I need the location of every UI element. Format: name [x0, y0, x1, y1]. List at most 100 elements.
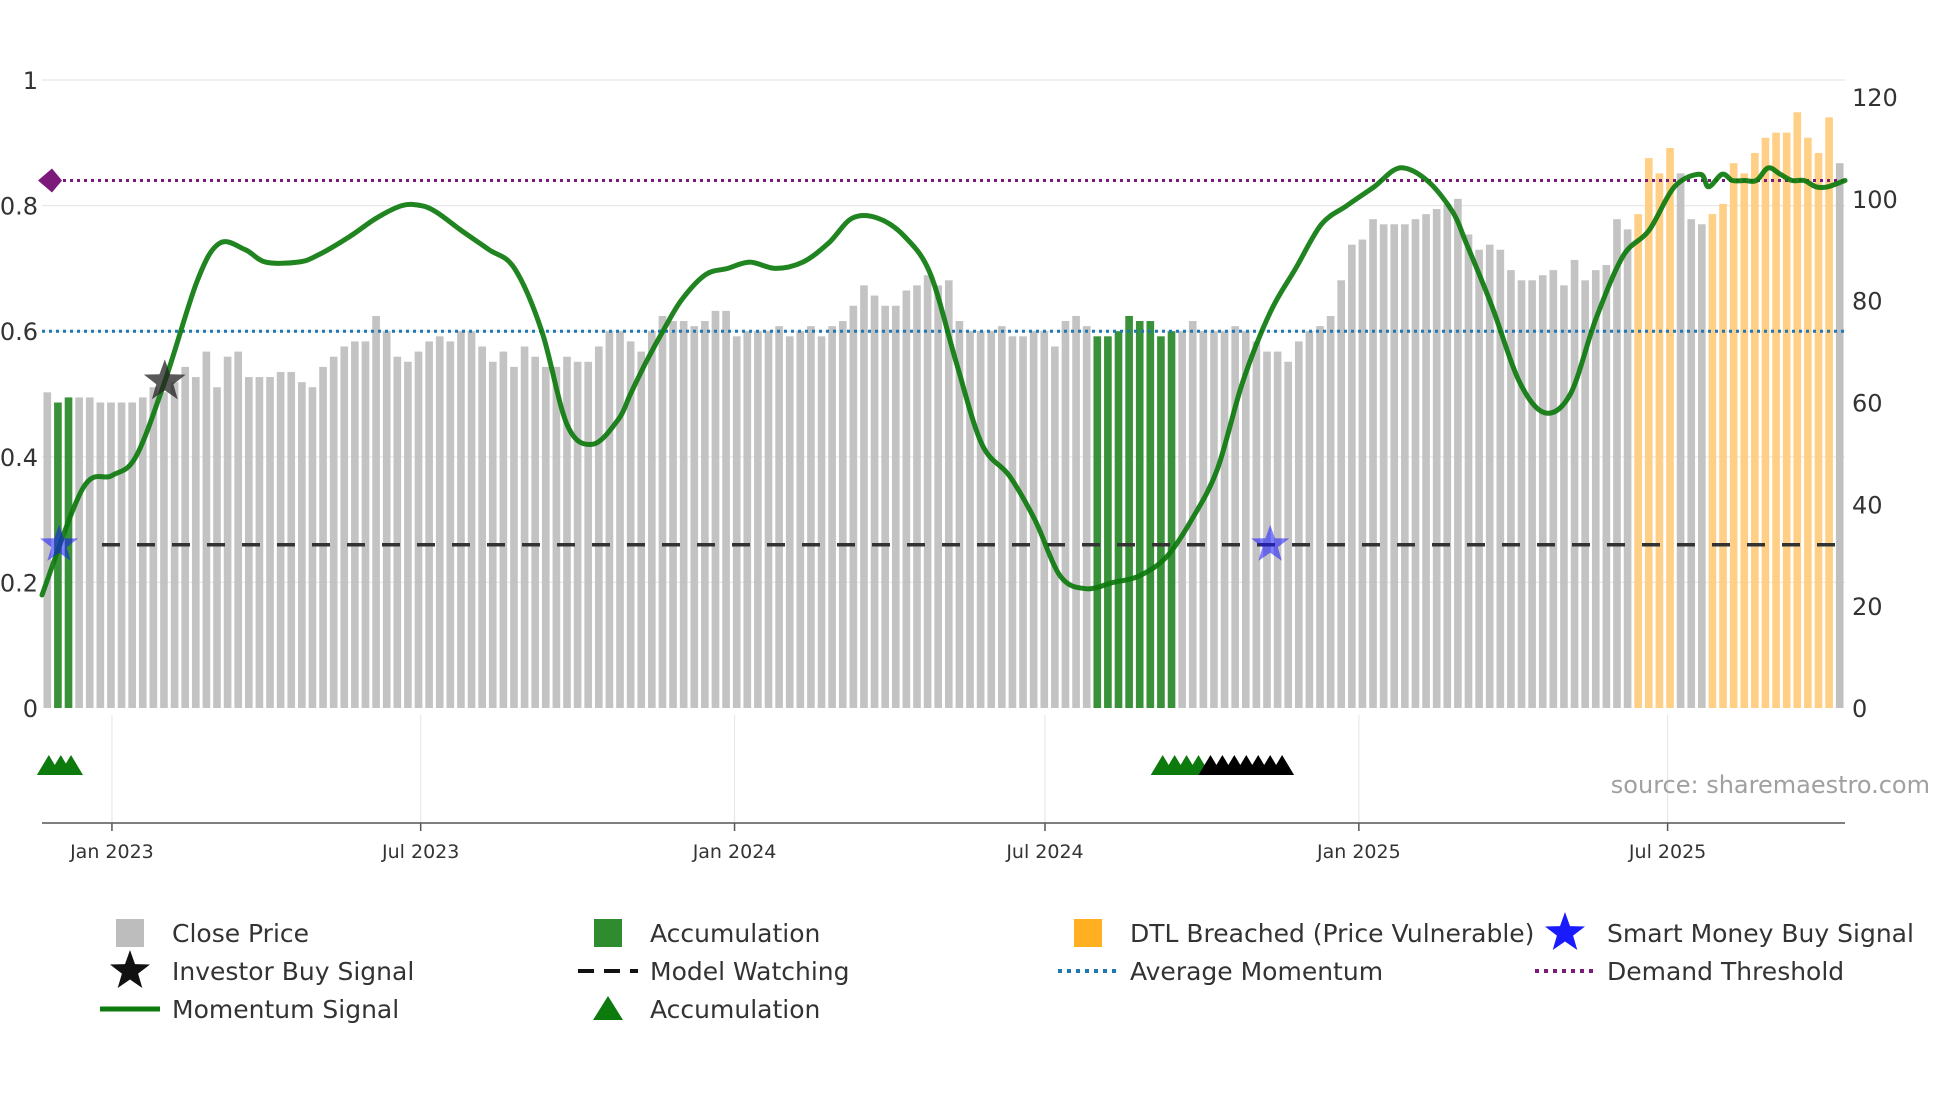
momentum-layer: [39, 165, 1848, 598]
close-price-bar: [1464, 234, 1473, 708]
dtl-bar: [1719, 203, 1727, 708]
dtl-bar: [1751, 153, 1759, 708]
close-price-bar: [701, 321, 709, 708]
axes: Jan 2023 Jul 2023 Jan 2024 Jul 2024 Jan 2025…: [0, 67, 1898, 863]
close-price-bar: [1252, 341, 1261, 708]
close-price-bar: [1623, 229, 1632, 708]
smart-money-buy-signal-star: [40, 524, 79, 561]
close-price-bar: [711, 310, 720, 708]
close-price-bar: [552, 366, 561, 708]
close-price-bar: [838, 321, 847, 708]
dtl-bar: [1793, 112, 1802, 708]
close-price-bar: [1241, 331, 1250, 708]
dtl-bar: [1814, 153, 1823, 708]
dtl-bar: [1634, 214, 1643, 709]
close-price-bar: [1581, 280, 1589, 708]
close-price-bar: [1040, 331, 1049, 708]
legend-item: Model Watching: [578, 957, 850, 986]
close-price-bar: [902, 290, 911, 708]
left-axis-tick-label: 0: [23, 695, 38, 723]
close-price-bar: [1549, 270, 1558, 708]
close-price-bar: [223, 356, 232, 708]
dtl-bar: [1761, 137, 1770, 709]
close-price-bar: [149, 387, 158, 708]
legend-label: Close Price: [172, 919, 309, 948]
close-price-bar: [117, 402, 126, 708]
close-price-bar: [1591, 270, 1600, 708]
close-price-bar: [404, 361, 412, 708]
close-price-bar: [1316, 326, 1324, 709]
close-price-bar: [573, 361, 582, 708]
close-price-bar: [944, 280, 953, 708]
close-price-bar: [690, 326, 699, 709]
close-price-bar: [435, 336, 444, 708]
close-price-bar: [679, 321, 688, 708]
close-price-bar: [1082, 326, 1091, 709]
close-price-bar: [669, 321, 677, 708]
close-price-bar: [1538, 275, 1547, 708]
x-tick-label: Jan 2025: [1316, 841, 1401, 863]
left-axis-tick-label: 1: [23, 67, 38, 95]
close-price-bar: [138, 397, 147, 708]
close-price-bar: [191, 377, 200, 708]
x-tick-label: Jan 2024: [692, 841, 777, 863]
legend-label: Investor Buy Signal: [172, 957, 414, 986]
smart-money-buy-signal-star: [1251, 524, 1290, 561]
close-price-bar: [361, 341, 370, 708]
close-price-bar: [1051, 346, 1059, 708]
close-price-bar: [1613, 219, 1621, 708]
close-price-bar: [372, 315, 380, 708]
left-axis-tick-label: 0.8: [0, 193, 38, 221]
close-price-bar: [181, 366, 189, 708]
legend-swatch: [594, 919, 622, 947]
close-price-bar: [1294, 341, 1303, 708]
legend-item: Smart Money Buy Signal: [1545, 912, 1914, 950]
right-axis-tick-label: 60: [1852, 390, 1883, 418]
close-price-bar: [1496, 249, 1505, 708]
legend-item: Close Price: [116, 919, 309, 948]
close-price-bar: [457, 331, 465, 708]
accumulation-bar: [1167, 331, 1176, 708]
close-price-bar: [1411, 219, 1420, 708]
close-price-bar: [1326, 315, 1335, 708]
accumulation-bar: [1146, 321, 1155, 708]
legend-item: Investor Buy Signal: [110, 950, 414, 988]
close-price-bar: [563, 356, 571, 708]
price-bars: [43, 112, 1844, 709]
right-axis-tick-label: 0: [1852, 695, 1867, 723]
accumulation-bar: [1093, 336, 1102, 708]
close-price-bar: [1231, 326, 1239, 709]
close-price-bar: [955, 321, 964, 708]
close-price-bar: [1358, 239, 1367, 708]
close-price-bar: [1284, 361, 1293, 708]
legend-label: Model Watching: [650, 957, 850, 986]
close-price-bar: [128, 402, 136, 708]
close-price-bar: [1401, 224, 1409, 709]
close-price-bar: [1220, 331, 1229, 708]
right-axis-tick-label: 40: [1852, 491, 1883, 519]
legend-label: Momentum Signal: [172, 995, 399, 1024]
close-price-bar: [785, 336, 794, 708]
close-price-bar: [849, 305, 858, 708]
close-price-bar: [1570, 259, 1579, 708]
legend-item: DTL Breached (Price Vulnerable): [1074, 919, 1534, 948]
close-price-bar: [1475, 249, 1483, 708]
close-price-bar: [1337, 280, 1346, 708]
close-price-bar: [796, 331, 805, 708]
legend-item: Average Momentum: [1058, 957, 1383, 986]
close-price-bar: [298, 382, 306, 708]
close-price-bar: [1273, 351, 1282, 708]
signal-triangle-black: [1270, 755, 1295, 775]
dtl-bar: [1655, 173, 1664, 709]
close-price-bar: [594, 346, 603, 708]
accumulation-triangle: [58, 755, 83, 775]
close-price-bar: [266, 377, 274, 708]
close-price-bar: [107, 402, 115, 708]
close-price-bar: [1422, 214, 1430, 709]
close-price-bar: [1517, 280, 1526, 708]
close-price-bar: [319, 366, 327, 708]
close-price-bar: [754, 331, 762, 708]
close-price-bar: [1379, 224, 1388, 709]
legend-item: Accumulation: [593, 995, 820, 1024]
